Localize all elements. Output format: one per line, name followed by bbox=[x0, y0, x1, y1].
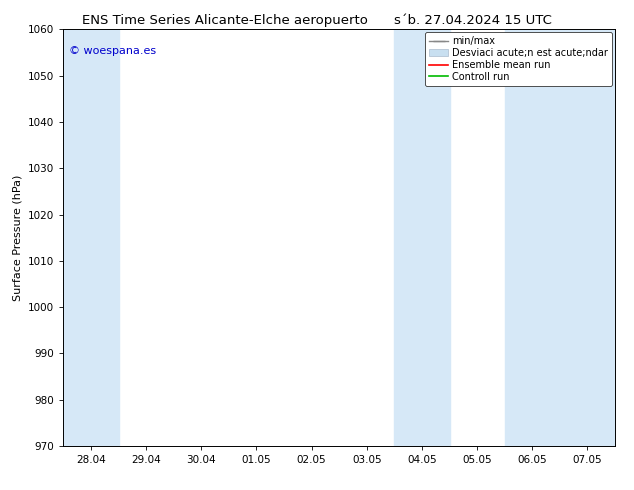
Text: s´b. 27.04.2024 15 UTC: s´b. 27.04.2024 15 UTC bbox=[394, 14, 552, 27]
Bar bbox=[505, 29, 615, 446]
Legend: min/max, Desviaci acute;n est acute;ndar, Ensemble mean run, Controll run: min/max, Desviaci acute;n est acute;ndar… bbox=[425, 32, 612, 86]
Bar bbox=[394, 29, 450, 446]
Y-axis label: Surface Pressure (hPa): Surface Pressure (hPa) bbox=[13, 174, 23, 301]
Bar bbox=[63, 29, 119, 446]
Text: © woespana.es: © woespana.es bbox=[69, 46, 156, 56]
Text: ENS Time Series Alicante-Elche aeropuerto: ENS Time Series Alicante-Elche aeropuert… bbox=[82, 14, 368, 27]
